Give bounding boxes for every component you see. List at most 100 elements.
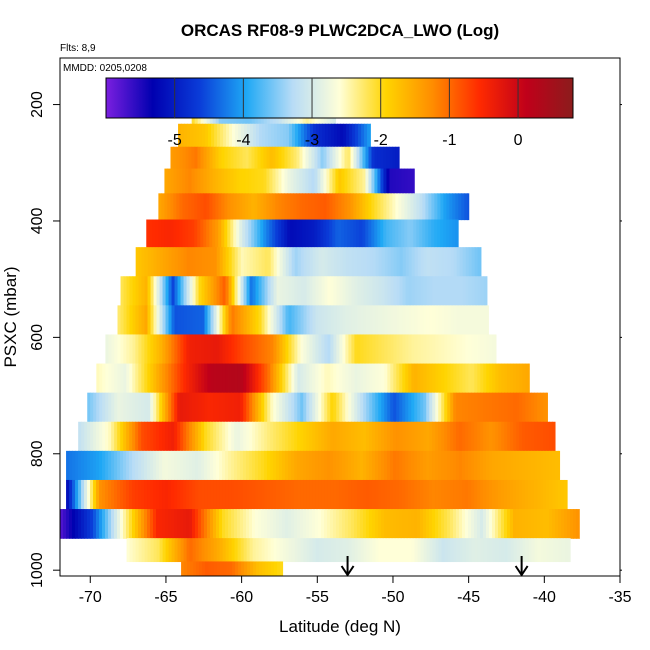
- heatmap-cell: [315, 392, 319, 423]
- heatmap-cell: [390, 392, 394, 423]
- heatmap-cell: [358, 123, 362, 148]
- heatmap-cell: [225, 421, 229, 452]
- heatmap-cell: [423, 421, 427, 452]
- heatmap-cell: [258, 276, 263, 306]
- heatmap-cell: [249, 450, 253, 481]
- heatmap-cell: [144, 479, 148, 510]
- heatmap-cell: [507, 392, 511, 423]
- heatmap-cell: [153, 509, 157, 539]
- heatmap-cell: [237, 509, 241, 539]
- heatmap-cell: [189, 392, 193, 423]
- heatmap-cell: [144, 363, 148, 394]
- heatmap-cell: [423, 247, 428, 277]
- heatmap-cell: [228, 421, 232, 452]
- heatmap-cell: [87, 421, 91, 452]
- heatmap-cell: [249, 421, 253, 452]
- heatmap-cell: [326, 168, 331, 194]
- heatmap-cell: [465, 363, 469, 394]
- heatmap-cell: [300, 334, 305, 365]
- dates-note: MMDD: 0205,0208: [63, 63, 147, 74]
- heatmap-cell: [486, 479, 490, 510]
- heatmap-cell: [102, 421, 106, 452]
- heatmap-cell: [167, 193, 171, 221]
- heatmap-cell: [432, 334, 437, 365]
- heatmap-cell: [341, 219, 345, 248]
- heatmap-cell: [336, 479, 340, 510]
- heatmap-cell: [465, 276, 470, 306]
- heatmap-cell: [84, 421, 88, 452]
- heatmap-cell: [321, 479, 325, 510]
- heatmap-cell: [432, 538, 437, 563]
- heatmap-cell: [495, 334, 497, 365]
- heatmap-cell: [141, 392, 145, 423]
- heatmap-cell: [285, 392, 289, 423]
- heatmap-cell: [423, 450, 427, 481]
- heatmap-cell: [299, 219, 303, 248]
- heatmap-cell: [435, 247, 440, 277]
- heatmap-cell: [314, 168, 319, 194]
- heatmap-cell: [126, 392, 130, 423]
- heatmap-cell: [281, 168, 286, 194]
- heatmap-cell: [558, 479, 562, 510]
- heatmap-cell: [246, 392, 250, 423]
- heatmap-cell: [327, 334, 332, 365]
- heatmap-cell: [87, 479, 91, 510]
- heatmap-cell: [477, 247, 482, 277]
- heatmap-cell: [126, 334, 131, 365]
- heatmap-cell: [123, 509, 127, 539]
- heatmap-cell: [257, 219, 261, 248]
- heatmap-cell: [144, 538, 149, 563]
- heatmap-cell: [352, 123, 356, 148]
- heatmap-cell: [264, 450, 268, 481]
- heatmap-cell: [345, 305, 350, 336]
- heatmap-cell: [396, 450, 400, 481]
- heatmap-cell: [204, 334, 209, 365]
- heatmap-cell: [281, 193, 285, 221]
- heatmap-cell: [328, 123, 332, 148]
- heatmap-cell: [287, 146, 292, 170]
- heatmap-cell: [177, 305, 182, 336]
- heatmap-cell: [225, 305, 230, 336]
- heatmap-cell: [350, 146, 355, 170]
- heatmap-cell: [105, 479, 109, 510]
- heatmap-cell: [384, 509, 388, 539]
- heatmap-cell: [384, 276, 389, 306]
- heatmap-cell: [522, 479, 526, 510]
- heatmap-cell: [354, 450, 358, 481]
- heatmap-cell: [374, 193, 378, 221]
- heatmap-cell: [284, 219, 288, 248]
- heatmap-cell: [111, 334, 116, 365]
- heatmap-cell: [253, 561, 257, 576]
- heatmap-cell: [216, 247, 221, 277]
- heatmap-cell: [234, 334, 239, 365]
- heatmap-cell: [246, 276, 251, 306]
- heatmap-cell: [525, 450, 529, 481]
- heatmap-cell: [443, 219, 447, 248]
- heatmap-cell: [177, 334, 182, 365]
- heatmap-cell: [525, 392, 529, 423]
- heatmap-cell: [200, 219, 204, 248]
- heatmap-cell: [350, 219, 354, 248]
- heatmap-cell: [243, 479, 247, 510]
- heatmap-cell: [495, 509, 499, 539]
- heatmap-cell: [174, 247, 179, 277]
- heatmap-cell: [216, 450, 220, 481]
- heatmap-cell: [396, 392, 400, 423]
- heatmap-cell: [380, 168, 385, 194]
- heatmap-cell: [285, 247, 290, 277]
- heatmap-cell: [201, 247, 206, 277]
- heatmap-cell: [369, 509, 373, 539]
- heatmap-cell: [317, 219, 321, 248]
- heatmap-cell: [222, 450, 226, 481]
- heatmap-cell: [272, 168, 277, 194]
- heatmap-cell: [285, 421, 289, 452]
- heatmap-cell: [147, 509, 151, 539]
- heatmap-cell: [396, 334, 401, 365]
- heatmap-cell: [259, 561, 263, 576]
- heatmap-cell: [204, 479, 208, 510]
- heatmap-cell: [372, 538, 377, 563]
- heatmap-cell: [354, 363, 358, 394]
- heatmap-cell: [206, 219, 210, 248]
- heatmap-cell: [528, 538, 533, 563]
- heatmap-cell: [498, 363, 502, 394]
